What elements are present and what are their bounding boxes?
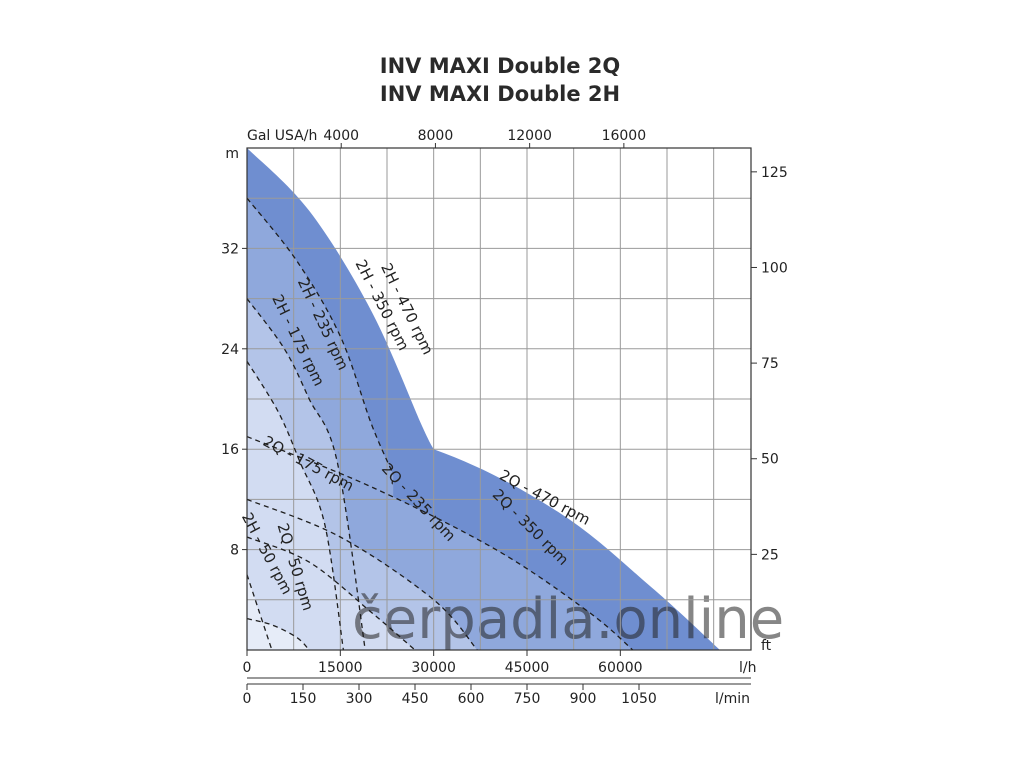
tick-label-m: 16 [221,442,239,458]
curve-2q-50-rpm [247,617,310,650]
plot-frame [246,147,752,651]
tick-label-lmin: 900 [570,691,597,707]
axis-unit-lh: l/h [739,660,756,676]
tick-label-m: 32 [221,241,239,257]
curve-2q-235-rpm [247,498,478,650]
tick-label-lmin: 300 [346,691,373,707]
tick-label-gal: 4000 [323,128,359,144]
tick-label-lh: 30000 [411,660,456,676]
curve-2h-350-rpm [247,197,394,475]
watermark: čerpadla.online [352,587,784,652]
tick-label-ft: 25 [761,547,779,563]
tick-label-ft: 75 [761,356,779,372]
tick-label-lh: 0 [243,660,252,676]
tick-label-ft: 50 [761,452,779,468]
tick-label-m: 8 [230,543,239,559]
title-line-2q: INV MAXI Double 2Q [379,54,621,78]
tick-label-m: 24 [221,342,239,358]
tick-label-gal: 12000 [507,128,552,144]
watermark-text: čerpadla.online [352,587,784,652]
tick-label-lh: 60000 [598,660,643,676]
tick-label-lmin: 0 [243,691,252,707]
tick-label-gal: 16000 [602,128,647,144]
tick-label-ft: 100 [761,260,788,276]
axis-unit-m: m [225,146,239,162]
tick-label-lmin: 750 [514,691,541,707]
title-line-2h: INV MAXI Double 2H [379,82,621,106]
axis-unit-gal: Gal USA/h [247,128,317,144]
axis-unit-ft: ft [761,638,772,654]
tick-label-lmin: 1050 [621,691,657,707]
tick-label-lmin: 600 [458,691,485,707]
tick-label-lmin: 450 [402,691,429,707]
tick-label-lh: 15000 [318,660,363,676]
tick-label-lmin: 150 [290,691,317,707]
axis-unit-lmin: l/min [715,691,750,707]
tick-label-gal: 8000 [418,128,454,144]
band-2q-175-rpm [247,537,415,650]
tick-label-ft: 125 [761,165,788,181]
chart-title: INV MAXI Double 2Q INV MAXI Double 2H [0,52,1000,108]
speed-curves [247,197,634,650]
grid-lines [246,148,751,650]
curve-2q-175-rpm [247,536,416,650]
curve-2h-235-rpm [247,298,366,650]
curve-2h-175-rpm [247,361,345,650]
curve-2q-350-rpm [247,435,634,650]
curve-2h-50-rpm [247,574,273,650]
axes: 0 15000 30000 45000 60000 l/h 0 150 300 450 600 750… [221,128,788,707]
tick-label-lh: 45000 [505,660,550,676]
